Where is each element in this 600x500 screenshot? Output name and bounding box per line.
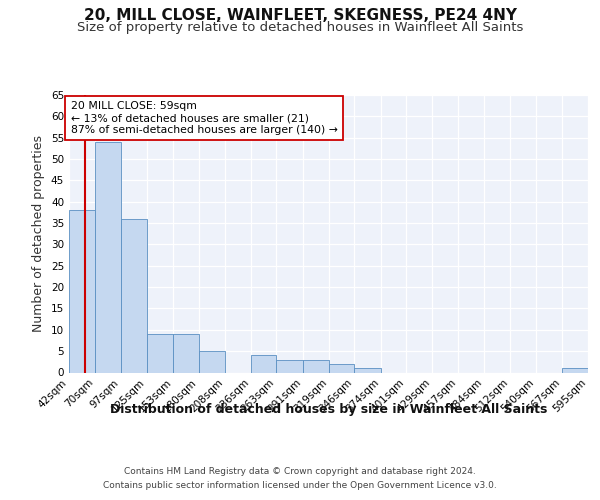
Bar [121,219,147,372]
Text: Size of property relative to detached houses in Wainfleet All Saints: Size of property relative to detached ho… [77,21,523,34]
Bar [199,351,225,372]
Bar [302,360,329,372]
Y-axis label: Number of detached properties: Number of detached properties [32,135,46,332]
Bar [69,210,95,372]
Bar [147,334,173,372]
Bar [251,356,277,372]
Text: Distribution of detached houses by size in Wainfleet All Saints: Distribution of detached houses by size … [110,402,547,415]
Text: 20, MILL CLOSE, WAINFLEET, SKEGNESS, PE24 4NY: 20, MILL CLOSE, WAINFLEET, SKEGNESS, PE2… [83,8,517,22]
Bar [95,142,121,372]
Text: Contains HM Land Registry data © Crown copyright and database right 2024.: Contains HM Land Registry data © Crown c… [124,468,476,476]
Text: Contains public sector information licensed under the Open Government Licence v3: Contains public sector information licen… [103,481,497,490]
Text: 20 MILL CLOSE: 59sqm
← 13% of detached houses are smaller (21)
87% of semi-detac: 20 MILL CLOSE: 59sqm ← 13% of detached h… [71,102,338,134]
Bar [173,334,199,372]
Bar [277,360,302,372]
Bar [355,368,380,372]
Bar [329,364,355,372]
Bar [562,368,588,372]
